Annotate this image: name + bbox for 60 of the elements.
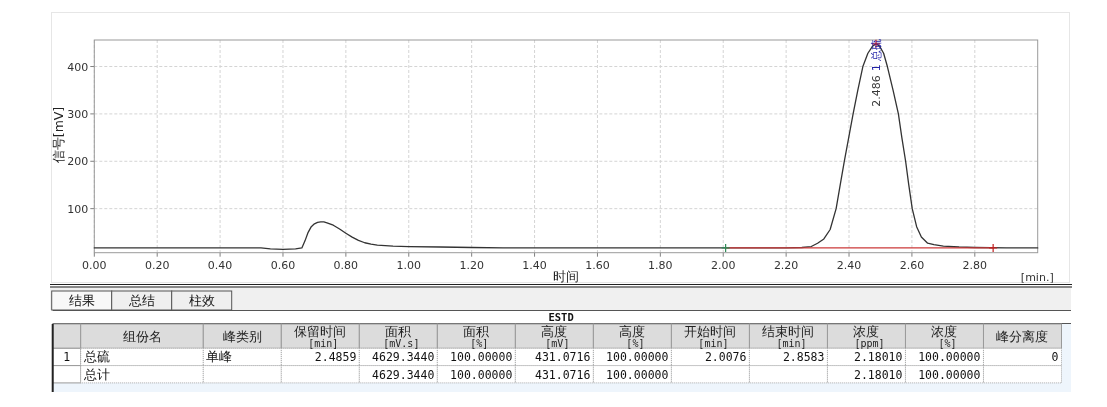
text: 2.0076 (704, 350, 747, 365)
x-tick-label: 1.80 (648, 258, 673, 272)
x-tick-label: 0.60 (270, 258, 296, 272)
x-tick-label: 1.20 (459, 258, 484, 272)
text: 4629.3440 (372, 367, 435, 382)
text: ESTD (548, 311, 574, 323)
category-label: 高度 [mV] (539, 324, 570, 349)
y-tick-label: 100 (67, 202, 89, 216)
x-tick-label: 2.60 (899, 258, 925, 272)
x-tick-label: 0.00 (82, 258, 107, 272)
category-label: 浓度 [%] (931, 324, 958, 349)
x-tick-label: 1.00 (396, 258, 422, 272)
text: 100.00000 (606, 350, 669, 365)
x-tick-label: 0.20 (144, 258, 170, 272)
category-label: 高度 [%] (619, 324, 646, 349)
text: 2.18010 (853, 367, 903, 382)
y-tick-label: 300 (67, 107, 89, 121)
text: 100.00000 (918, 367, 981, 382)
category-label: 开始时间 [min] (684, 324, 737, 349)
category-label: 面积 [mV.s] (377, 324, 420, 349)
y-tick-label: 400 (67, 60, 89, 74)
y-tick-label: 200 (67, 155, 89, 169)
x-tick-label: 0.40 (207, 258, 233, 272)
text: 2.18010 (853, 350, 903, 365)
text: 总硫 (83, 349, 110, 365)
y-axis-title: 信号[mV] (51, 106, 66, 164)
text: 100.00000 (606, 367, 669, 382)
x-tick-label: 2.20 (773, 258, 799, 272)
text: 柱效 (188, 293, 215, 308)
category-label: 峰分离度 (996, 329, 1049, 344)
category-label: 1 (63, 350, 71, 365)
x-tick-label: 1.40 (522, 258, 547, 272)
annotation: 2.486 (870, 75, 884, 107)
category-label: 结束时间 [min] (762, 324, 815, 349)
category-label: 峰类别 (222, 329, 262, 344)
category-label: 浓度 [ppm] (848, 324, 885, 349)
x-axis-title: 时间 (553, 268, 579, 284)
x-tick-label: 1.60 (585, 258, 610, 272)
text: 总计 (83, 366, 110, 382)
text: 431.0716 (535, 367, 591, 382)
text: [min.] (1020, 270, 1054, 284)
x-tick-label: 0.80 (333, 258, 359, 272)
x-tick-label: 2.80 (962, 258, 988, 272)
text: 100.00000 (450, 350, 513, 365)
text: 2.8583 (782, 350, 825, 365)
text: 结果 (68, 293, 95, 308)
x-tick-label: 2.40 (836, 258, 862, 272)
x-tick-label: 2.00 (710, 258, 736, 272)
category-label: 面积 [%] (463, 324, 490, 349)
text: 单峰 (206, 349, 233, 365)
annotation: 1 总硫 (870, 38, 884, 72)
text: 4629.3440 (372, 350, 435, 365)
category-label: 组份名 (122, 329, 162, 344)
text: 431.0716 (535, 350, 591, 365)
text: 2.4859 (314, 350, 357, 365)
category-label: 保留时间 [min] (294, 324, 347, 349)
text: 100.00000 (450, 367, 513, 382)
text: 总结 (127, 293, 155, 308)
text: 100.00000 (918, 350, 981, 365)
text: 0 (1051, 350, 1059, 365)
